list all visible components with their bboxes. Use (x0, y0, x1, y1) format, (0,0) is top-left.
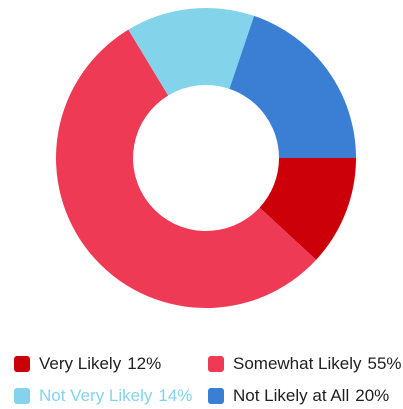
legend-value-not-very-likely: 14% (158, 386, 193, 405)
legend-item-very-likely[interactable]: Very Likely 12% (14, 351, 161, 377)
legend-swatch-somewhat-likely (208, 356, 224, 372)
legend-label-very-likely: Very Likely (39, 354, 122, 373)
slice-not-very-likely[interactable] (128, 8, 255, 96)
legend-item-somewhat-likely[interactable]: Somewhat Likely 55% (208, 351, 402, 377)
legend: Very Likely 12% Somewhat Likely 55% Not … (0, 340, 403, 408)
slice-very-likely[interactable] (259, 158, 356, 260)
legend-label-not-likely-at-all: Not Likely at All (233, 386, 350, 405)
legend-value-very-likely: 12% (127, 354, 162, 373)
legend-item-not-likely-at-all[interactable]: Not Likely at All 20% (208, 383, 389, 409)
legend-swatch-not-very-likely (14, 388, 30, 404)
legend-value-not-likely-at-all: 20% (355, 386, 390, 405)
legend-item-not-very-likely[interactable]: Not Very Likely 14% (14, 383, 192, 409)
legend-swatch-not-likely-at-all (208, 388, 224, 404)
legend-label-somewhat-likely: Somewhat Likely (233, 354, 362, 373)
legend-swatch-very-likely (14, 356, 30, 372)
slice-not-likely-at-all[interactable] (229, 15, 356, 159)
slice-somewhat-likely[interactable] (56, 29, 317, 308)
legend-label-not-very-likely: Not Very Likely (39, 386, 153, 405)
donut-chart (56, 8, 356, 308)
legend-value-somewhat-likely: 55% (367, 354, 402, 373)
